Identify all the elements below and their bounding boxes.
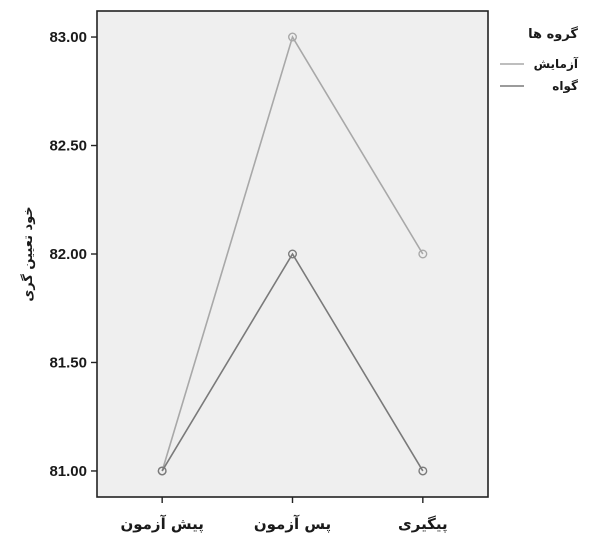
data-point [418,249,428,259]
y-tick-label: 81.00 [49,463,87,480]
y-axis-label: خود تعیین گری [20,206,36,301]
series-line [161,252,424,472]
x-tick-label: پیگیری [398,515,448,534]
x-tick-label: پس آزمون [254,515,331,534]
y-tick-label: 81.50 [49,354,87,371]
series-group [157,249,428,476]
legend-item-label: گواه [552,79,578,94]
x-tick-label: پیش آزمون [120,515,203,534]
y-tick-label: 83.00 [49,29,87,46]
y-tick-label: 82.50 [49,138,87,155]
series-line [161,35,424,472]
data-point [418,466,428,476]
data-point [288,32,298,42]
legend: گروه ها آزمایش گواه [500,26,579,94]
legend-title: گروه ها [528,26,578,42]
y-tick-label: 82.00 [49,246,87,263]
series-layer [157,32,428,476]
y-axis: 81.00 81.50 82.00 82.50 83.00 [49,29,97,480]
data-point [157,466,167,476]
data-point [288,249,298,259]
x-axis: پیش آزمون پس آزمون پیگیری [120,497,448,534]
legend-item-label: آزمایش [534,56,579,71]
